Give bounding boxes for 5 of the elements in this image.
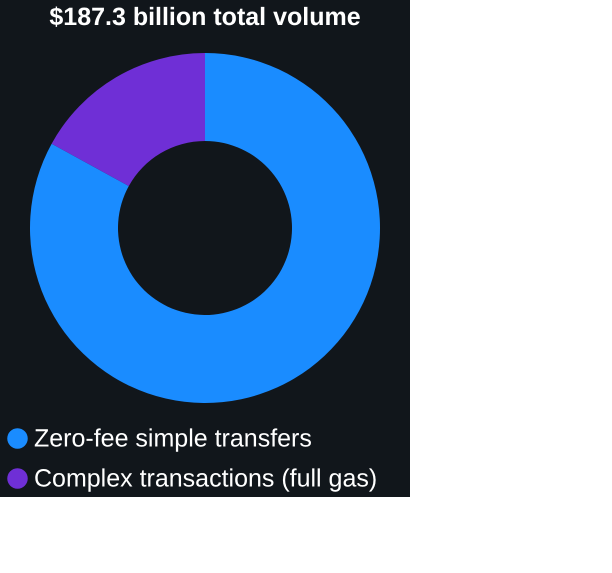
chart-title: $187.3 billion total volume [49,3,361,31]
donut-slice [52,53,205,186]
legend-label: Complex transactions (full gas) [34,464,378,492]
donut-slice [30,53,380,403]
legend-label: Zero-fee simple transfers [34,424,312,452]
